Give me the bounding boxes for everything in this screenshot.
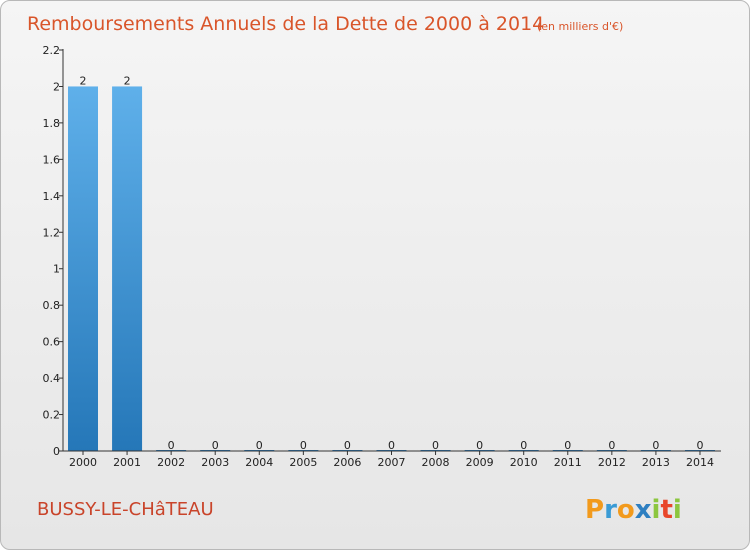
data-label-2004: 0 <box>256 439 263 452</box>
y-tick-label: 1.2 <box>43 226 61 239</box>
brand-letter: i <box>652 495 661 525</box>
y-tick-label: 1.4 <box>43 190 61 203</box>
data-label-2005: 0 <box>300 439 307 452</box>
x-tick-label-2006: 2006 <box>333 456 361 469</box>
data-label-2014: 0 <box>696 439 703 452</box>
bars-group: 2 2 0 0 0 0 0 0 0 0 0 0 0 0 0 <box>68 74 715 452</box>
x-tick-label-2008: 2008 <box>422 456 450 469</box>
x-tick-label-2010: 2010 <box>510 456 538 469</box>
data-label-2003: 0 <box>212 439 219 452</box>
x-tick-label-2009: 2009 <box>466 456 494 469</box>
city-name: BUSSY-LE-CHâTEAU <box>37 499 214 520</box>
y-tick-label: 0.2 <box>43 409 61 422</box>
y-tick-label: 1.6 <box>43 153 61 166</box>
data-label-2009: 0 <box>476 439 483 452</box>
brand-letter: t <box>660 495 672 525</box>
x-tick-label-2003: 2003 <box>201 456 229 469</box>
brand-letter: r <box>604 495 617 525</box>
chart-title: Remboursements Annuels de la Dette de 20… <box>27 13 544 35</box>
x-tick-label-2012: 2012 <box>598 456 626 469</box>
data-label-2007: 0 <box>388 439 395 452</box>
brand-letter: P <box>585 495 604 525</box>
y-tick-label: 1 <box>53 263 60 276</box>
y-tick-label: 0.8 <box>43 299 61 312</box>
y-tick-label: 2 <box>53 80 60 93</box>
x-tick-label-2005: 2005 <box>289 456 317 469</box>
x-tick-label-2001: 2001 <box>113 456 141 469</box>
data-label-2001: 2 <box>124 74 131 87</box>
y-axis: 0 0.2 0.4 0.6 0.8 1 1.2 1.4 1.6 1.8 2 2.2 <box>43 44 64 458</box>
data-label-2002: 0 <box>168 439 175 452</box>
data-label-2000: 2 <box>80 74 87 87</box>
x-tick-label-2011: 2011 <box>554 456 582 469</box>
bar-2000 <box>68 86 98 452</box>
data-label-2013: 0 <box>652 439 659 452</box>
data-label-2011: 0 <box>564 439 571 452</box>
data-label-2006: 0 <box>344 439 351 452</box>
x-tick-label-2000: 2000 <box>69 456 97 469</box>
data-label-2012: 0 <box>608 439 615 452</box>
y-tick-label: 1.8 <box>43 117 61 130</box>
proxiti-logo: Proxiti <box>585 495 682 525</box>
brand-letter: o <box>617 495 635 525</box>
chart-unit-note: (en milliers d'€) <box>537 20 623 33</box>
x-tick-label-2002: 2002 <box>157 456 185 469</box>
y-tick-label: 2.2 <box>43 44 61 57</box>
x-tick-label-2013: 2013 <box>642 456 670 469</box>
x-tick-label-2014: 2014 <box>686 456 714 469</box>
data-label-2010: 0 <box>520 439 527 452</box>
x-tick-label-2004: 2004 <box>245 456 273 469</box>
y-tick-label: 0 <box>53 445 60 458</box>
bar-2001 <box>112 86 143 452</box>
brand-letter: x <box>635 495 652 525</box>
brand-letter: i <box>673 495 682 525</box>
y-tick-label: 0.4 <box>43 372 61 385</box>
data-label-2008: 0 <box>432 439 439 452</box>
x-tick-label-2007: 2007 <box>377 456 405 469</box>
y-tick-label: 0.6 <box>43 336 61 349</box>
x-axis: 2000 2001 2002 2003 2004 2005 2006 2007 2008 2009… <box>63 450 721 469</box>
